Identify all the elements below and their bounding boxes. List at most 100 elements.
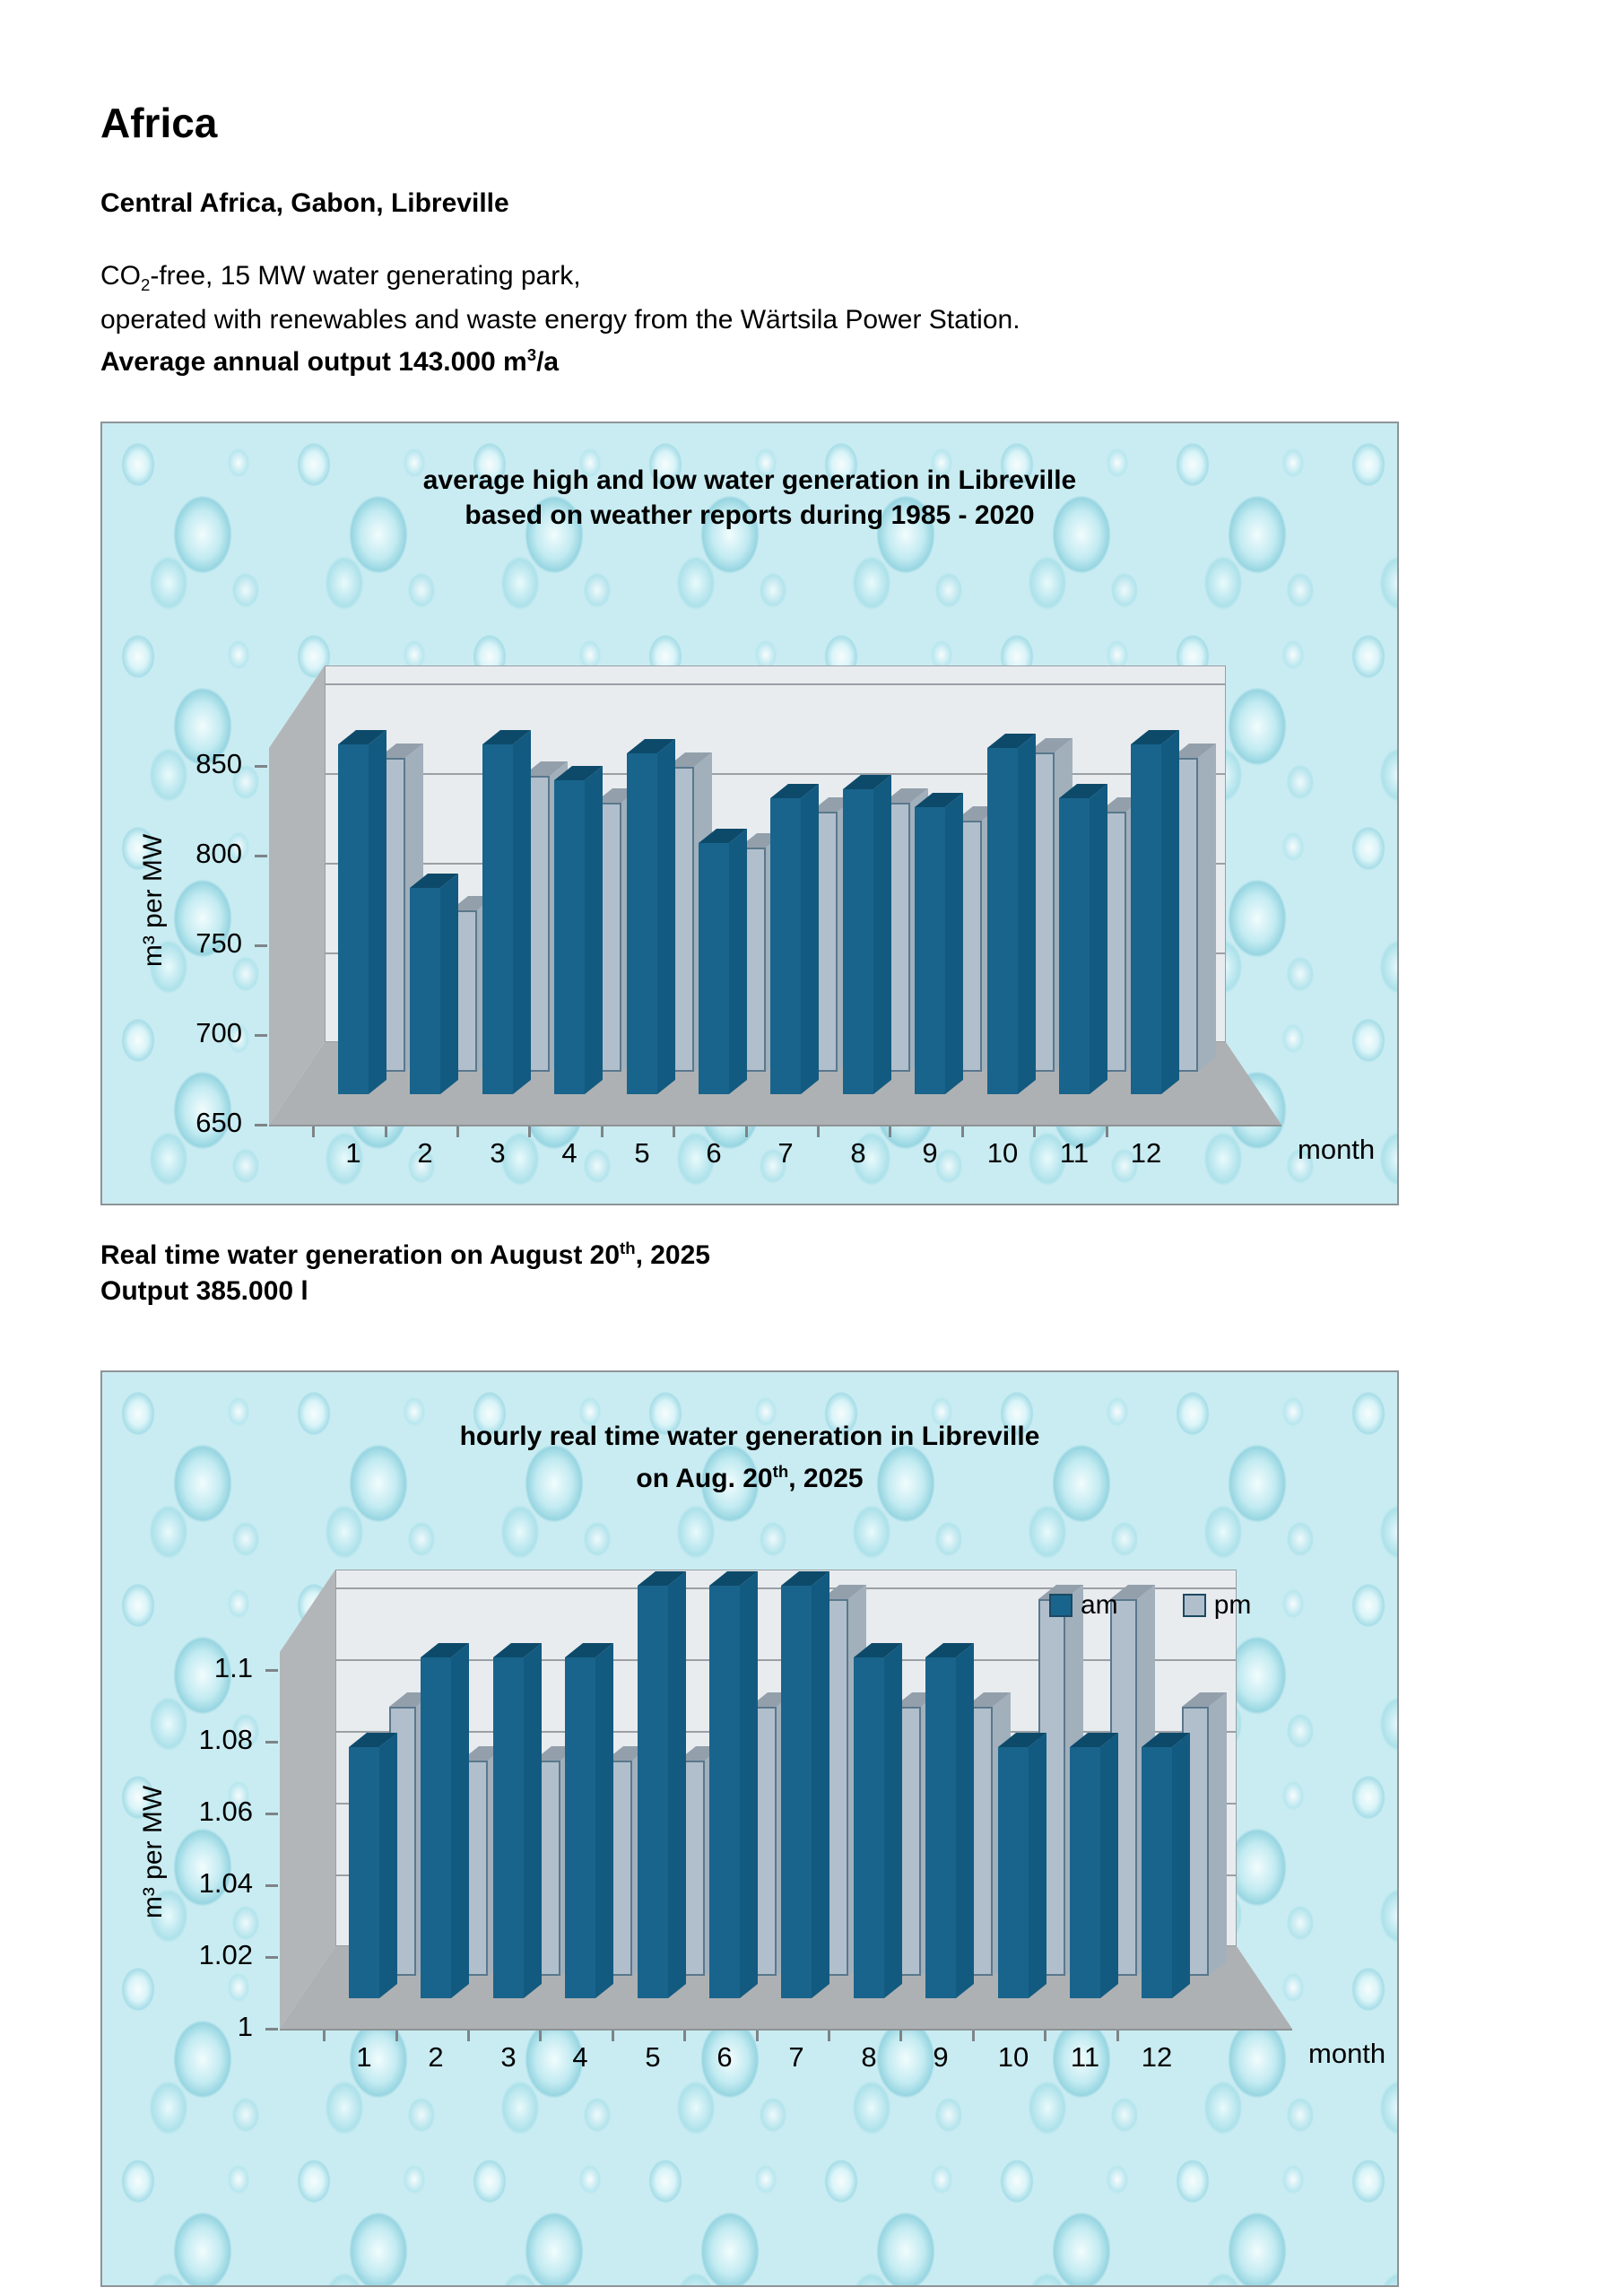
x-tick-mark <box>323 2031 326 2041</box>
gridline <box>326 773 1225 775</box>
x-axis-line <box>280 2029 1292 2031</box>
intro-line3: Average annual output 143.000 m3/a <box>100 345 560 377</box>
y-tick-mark <box>255 765 267 768</box>
gridline <box>326 683 1225 685</box>
bar-am-7 <box>781 1586 812 1998</box>
x-tick-mark <box>456 1126 459 1137</box>
chart2-title-line1: hourly real time water generation in Lib… <box>459 1422 1040 1451</box>
x-tick-label: 7 <box>788 2041 804 2073</box>
y-tick-mark <box>255 944 267 947</box>
x-tick-mark <box>889 1126 891 1137</box>
legend-item-am: am <box>1049 1590 1118 1621</box>
x-tick-label: 9 <box>922 1137 938 1169</box>
x-tick-label: 3 <box>490 1137 506 1169</box>
bar-high-1 <box>338 744 369 1094</box>
chart1-title: average high and low water generation in… <box>102 463 1397 533</box>
x-tick-label: 11 <box>1070 2041 1100 2073</box>
y-tick-mark <box>255 1124 267 1126</box>
y-tick-mark <box>255 1034 267 1037</box>
bar-am-4 <box>565 1657 595 1998</box>
x-tick-label: 6 <box>706 1137 722 1169</box>
legend-item-pm: pm <box>1182 1590 1252 1621</box>
legend-label-pm: pm <box>1213 1590 1252 1620</box>
bar-high-8 <box>843 789 873 1094</box>
legend-label-am: am <box>1081 1590 1118 1620</box>
bar-high-11 <box>1059 798 1090 1094</box>
x-tick-label: 1 <box>356 2041 372 2073</box>
y-tick-label: 1.08 <box>198 1724 253 1755</box>
x-tick-label: 11 <box>1059 1137 1090 1169</box>
chart1-title-line1: average high and low water generation in… <box>422 465 1077 495</box>
x-tick-label: 4 <box>572 2041 588 2073</box>
x-tick-label: 1 <box>345 1137 361 1169</box>
chart1-panel: average high and low water generation in… <box>100 422 1399 1205</box>
intro-paragraph: CO2-free, 15 MW water generating park, o… <box>100 258 1020 379</box>
bar-high-3 <box>482 744 513 1094</box>
bar-high-10 <box>987 748 1018 1094</box>
x-tick-label: 2 <box>428 2041 444 2073</box>
y-tick-label: 700 <box>195 1017 242 1048</box>
x-tick-mark <box>467 2031 470 2041</box>
x-tick-mark <box>673 1126 675 1137</box>
chart2-panel: hourly real time water generation in Lib… <box>100 1370 1399 2287</box>
bar-am-5 <box>638 1586 668 1998</box>
x-tick-label: 3 <box>500 2041 517 2073</box>
x-axis-title: month <box>1298 1134 1376 1165</box>
chart2-plot: 1.1 1.08 1.06 1.04 1.02 1 1 2 3 4 5 6 7 8 9 10 11 12 month <box>102 1372 1397 2285</box>
y-tick-mark <box>255 855 267 857</box>
bar-high-7 <box>770 798 801 1094</box>
x-tick-mark <box>972 2031 975 2041</box>
x-tick-mark <box>385 1126 387 1137</box>
y-tick-label: 650 <box>195 1107 242 1138</box>
x-tick-label: 9 <box>933 2041 949 2073</box>
x-tick-label: 4 <box>561 1137 578 1169</box>
y-tick-label: 1 <box>237 2011 253 2042</box>
x-tick-mark <box>1033 1126 1036 1137</box>
section2-line2: Output 385.000 l <box>100 1276 308 1306</box>
x-tick-mark <box>683 2031 686 2041</box>
bar-high-6 <box>699 843 729 1094</box>
bar-high-4 <box>554 780 585 1094</box>
x-tick-label: 5 <box>645 2041 661 2073</box>
intro-line2: operated with renewables and waste energ… <box>100 305 1020 335</box>
x-tick-mark <box>745 1126 748 1137</box>
y-tick-label: 1.1 <box>213 1652 253 1683</box>
bar-high-12 <box>1131 744 1161 1094</box>
bar-high-5 <box>627 753 657 1094</box>
x-tick-label: 7 <box>777 1137 794 1169</box>
x-tick-mark <box>601 1126 604 1137</box>
chart1-plot: 850 800 750 700 650 1 2 3 4 5 6 7 8 9 10 11 12 month <box>102 423 1397 1204</box>
x-tick-mark <box>828 2031 830 2041</box>
bar-am-1 <box>349 1747 379 1998</box>
section2-heading: Real time water generation on August 20t… <box>100 1231 710 1309</box>
bar-am-10 <box>998 1747 1029 1998</box>
x-axis-title: month <box>1308 2038 1386 2069</box>
x-tick-label: 10 <box>997 2041 1029 2073</box>
pm-legend-swatch <box>1182 1594 1206 1617</box>
chart2-legend: am pm <box>1049 1590 1251 1621</box>
bar-am-8 <box>854 1657 884 1998</box>
y-tick-label: 1.02 <box>198 1939 253 1970</box>
x-tick-label: 8 <box>850 1137 866 1169</box>
x-tick-mark <box>756 2031 759 2041</box>
x-tick-mark <box>961 1126 964 1137</box>
y-tick-label: 850 <box>195 748 242 779</box>
y-tick-label: 1.06 <box>198 1796 253 1827</box>
y-tick-mark <box>265 1741 278 1744</box>
x-tick-mark <box>1044 2031 1046 2041</box>
x-tick-mark <box>899 2031 902 2041</box>
x-tick-mark <box>312 1126 315 1137</box>
x-tick-label: 2 <box>417 1137 433 1169</box>
x-tick-mark <box>817 1126 820 1137</box>
am-legend-swatch <box>1049 1594 1073 1617</box>
page-subtitle: Central Africa, Gabon, Libreville <box>100 188 509 218</box>
y-tick-mark <box>265 1884 278 1887</box>
bar-am-6 <box>709 1586 740 1998</box>
plot-side-wall <box>269 665 325 1125</box>
x-tick-mark <box>612 2031 614 2041</box>
x-tick-mark <box>1106 1126 1108 1137</box>
x-tick-mark <box>1116 2031 1119 2041</box>
bar-am-11 <box>1070 1747 1100 1998</box>
intro-line1: CO2-free, 15 MW water generating park, <box>100 261 581 294</box>
